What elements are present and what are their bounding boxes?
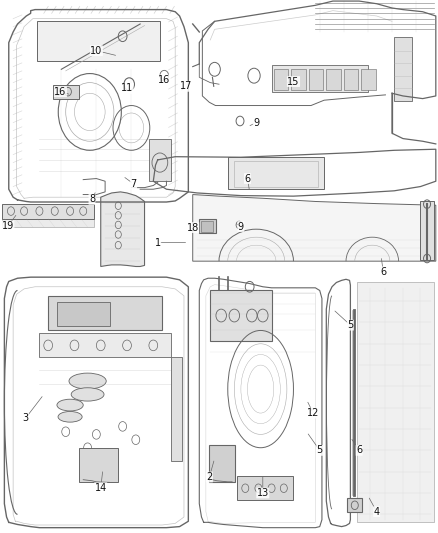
Text: 13: 13 [257, 488, 269, 498]
Text: 6: 6 [380, 267, 386, 277]
FancyBboxPatch shape [37, 21, 160, 61]
FancyBboxPatch shape [357, 282, 434, 522]
Text: 19: 19 [2, 221, 14, 231]
FancyBboxPatch shape [48, 296, 162, 330]
Text: 2: 2 [206, 472, 212, 482]
FancyBboxPatch shape [347, 498, 362, 512]
FancyBboxPatch shape [228, 157, 324, 189]
Text: 6: 6 [244, 174, 251, 183]
Ellipse shape [57, 399, 83, 411]
FancyBboxPatch shape [309, 69, 323, 90]
Text: 10: 10 [90, 46, 102, 55]
FancyBboxPatch shape [79, 448, 118, 482]
Ellipse shape [71, 388, 104, 401]
Text: 14: 14 [95, 483, 107, 492]
FancyBboxPatch shape [2, 219, 94, 227]
Text: 16: 16 [158, 75, 170, 85]
FancyBboxPatch shape [361, 69, 376, 90]
FancyBboxPatch shape [201, 221, 213, 232]
Text: 1: 1 [155, 238, 161, 247]
Text: 12: 12 [307, 408, 319, 418]
Text: 5: 5 [347, 320, 353, 330]
FancyBboxPatch shape [209, 445, 235, 482]
FancyBboxPatch shape [210, 290, 272, 341]
Text: 5: 5 [317, 446, 323, 455]
Text: 6: 6 [356, 446, 362, 455]
Text: 18: 18 [187, 223, 199, 232]
Polygon shape [193, 195, 436, 261]
FancyBboxPatch shape [394, 37, 412, 101]
Text: 15: 15 [287, 77, 300, 86]
FancyBboxPatch shape [199, 219, 216, 233]
FancyBboxPatch shape [272, 65, 368, 92]
FancyBboxPatch shape [171, 357, 182, 461]
FancyBboxPatch shape [291, 69, 306, 90]
FancyBboxPatch shape [274, 69, 288, 90]
FancyBboxPatch shape [237, 476, 293, 500]
Ellipse shape [58, 411, 82, 422]
Text: 7: 7 [131, 179, 137, 189]
FancyBboxPatch shape [2, 204, 94, 219]
Text: 4: 4 [374, 507, 380, 516]
FancyBboxPatch shape [53, 85, 79, 99]
Text: 9: 9 [253, 118, 259, 127]
Text: 8: 8 [89, 195, 95, 204]
Polygon shape [101, 192, 145, 266]
Text: 11: 11 [121, 84, 133, 93]
Text: 3: 3 [22, 414, 28, 423]
FancyBboxPatch shape [149, 139, 171, 181]
Text: 17: 17 [180, 82, 192, 91]
FancyBboxPatch shape [39, 333, 171, 357]
Text: 16: 16 [54, 87, 67, 96]
Text: 9: 9 [238, 222, 244, 231]
FancyBboxPatch shape [326, 69, 341, 90]
Ellipse shape [69, 373, 106, 389]
FancyBboxPatch shape [57, 302, 110, 326]
FancyBboxPatch shape [344, 69, 358, 90]
FancyBboxPatch shape [420, 201, 434, 260]
